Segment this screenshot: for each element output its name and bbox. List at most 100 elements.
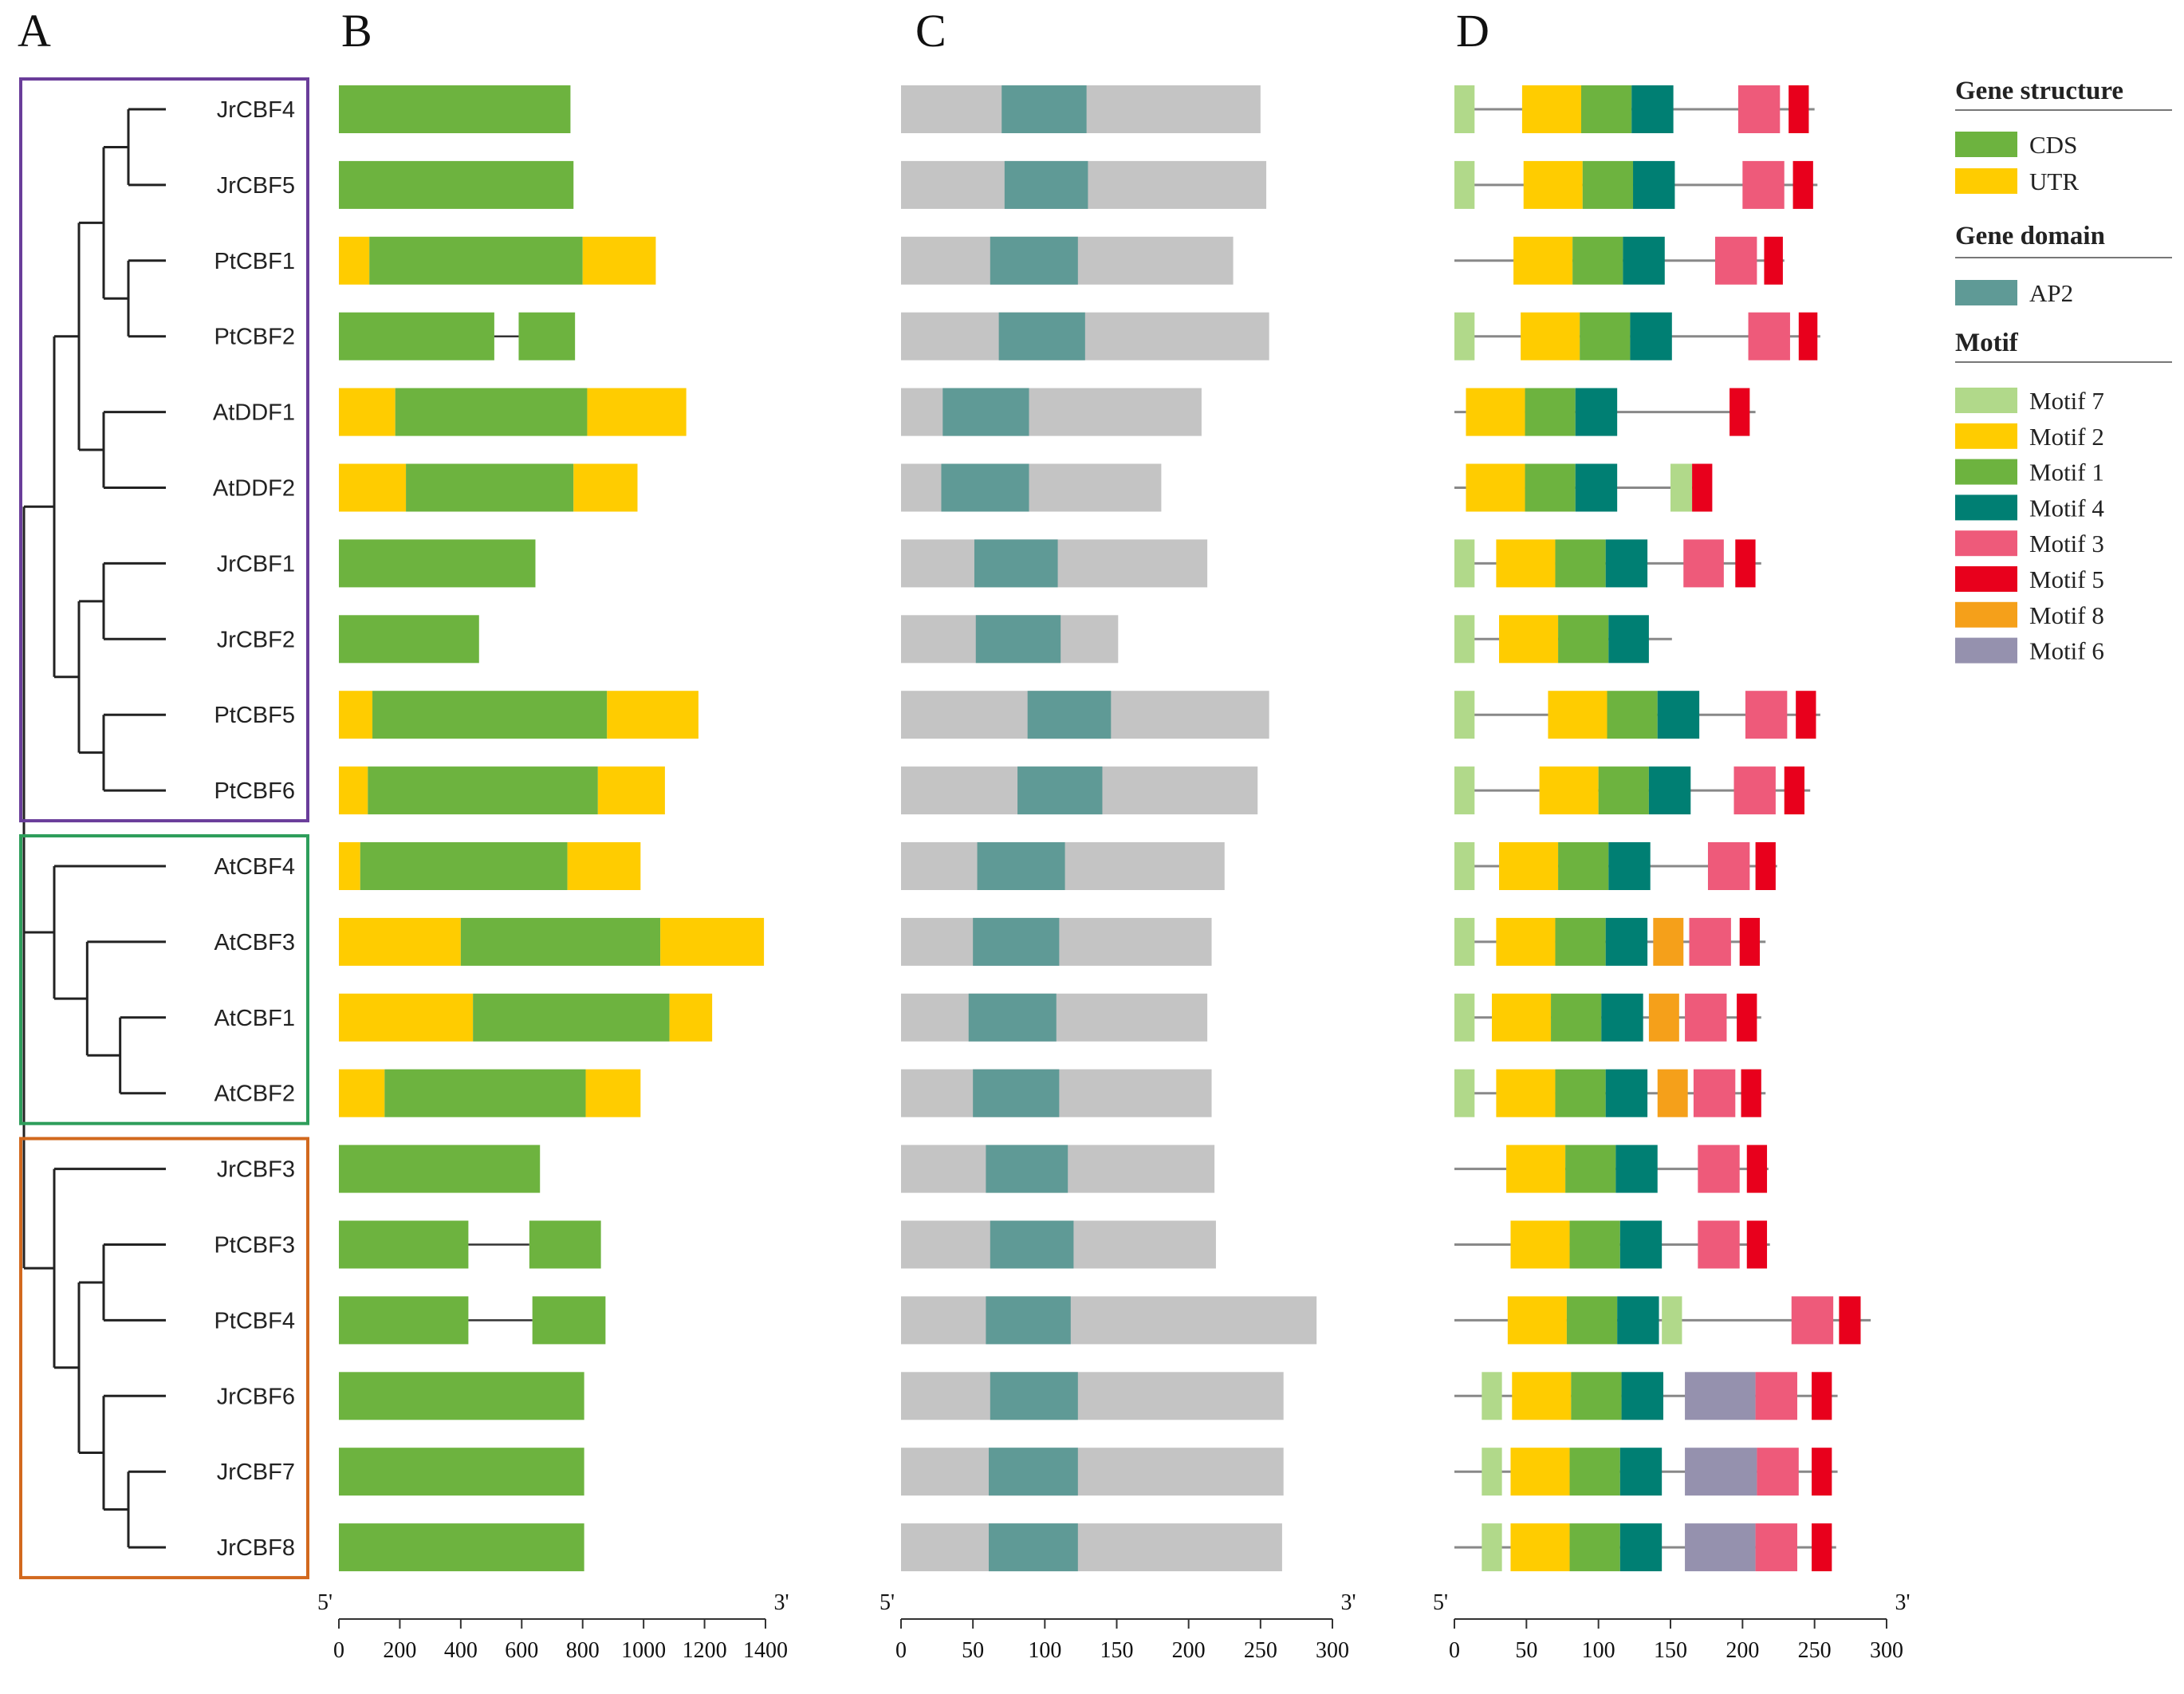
motif-block-motif-7 — [1482, 1523, 1502, 1572]
motif-block-motif-4 — [1633, 160, 1675, 209]
panel-letter-a: A — [18, 5, 51, 57]
motif-block-motif-7 — [1662, 1296, 1682, 1345]
ap2-domain — [986, 1144, 1068, 1193]
legend-swatch-motif-6 — [1955, 637, 2017, 664]
legend-label-motif-7: Motif 7 — [2029, 387, 2104, 415]
gene-label: PtCBF4 — [214, 1308, 295, 1334]
ap2-domain — [941, 463, 1029, 512]
legend-label-motif-5: Motif 5 — [2029, 565, 2104, 593]
axis-tick-label: 200 — [1726, 1638, 1759, 1663]
ap2-domain — [1004, 160, 1088, 209]
motif-block-motif-4 — [1605, 917, 1648, 966]
motif-block-motif-8 — [1657, 1069, 1688, 1117]
motif-block-motif-3 — [1791, 1296, 1834, 1345]
axis-tick-label: 300 — [1870, 1638, 1903, 1663]
cds-block — [339, 1296, 469, 1345]
motif-block-motif-7 — [1454, 917, 1475, 966]
legend-gene-structure-title: Gene structure — [1955, 77, 2123, 105]
clade-box-group1 — [19, 77, 309, 823]
axis-tick-label: 300 — [1316, 1638, 1349, 1663]
legend-gene-domain-items: AP2 — [1955, 279, 2073, 307]
gene-label: JrCBF2 — [217, 627, 295, 652]
legend-swatch-motif-1 — [1955, 459, 2017, 485]
ap2-domain — [977, 842, 1065, 890]
legend-swatch-motif-8 — [1955, 601, 2017, 628]
motif-block-motif-6 — [1685, 1523, 1756, 1572]
motif-block-motif-3 — [1757, 1448, 1799, 1496]
protein-bar — [901, 1372, 1284, 1420]
motif-block-motif-7 — [1454, 615, 1475, 664]
motif-block-motif-6 — [1685, 1448, 1757, 1496]
motif-block-motif-8 — [1648, 993, 1679, 1042]
motif-block-motif-2 — [1510, 1220, 1570, 1269]
axis-end-label: 3' — [1340, 1590, 1356, 1615]
legend-gene-structure-items: CDS UTR — [1955, 131, 2079, 195]
motif-block-motif-7 — [1454, 691, 1475, 739]
motif-block-motif-7 — [1454, 993, 1475, 1042]
motif-block-motif-5 — [1784, 766, 1805, 815]
motif-block-motif-2 — [1523, 160, 1583, 209]
cds-block — [369, 236, 583, 285]
ap2-domain — [990, 236, 1078, 285]
utr-block — [339, 236, 370, 285]
motif-block-motif-3 — [1733, 766, 1776, 815]
motif-panel — [1454, 85, 1871, 1572]
gene-label: AtCBF1 — [214, 1006, 295, 1031]
motif-block-motif-4 — [1605, 1069, 1648, 1117]
motif-block-motif-4 — [1630, 312, 1672, 360]
protein-bar — [901, 1296, 1317, 1345]
gene-label: AtDDF2 — [213, 476, 295, 502]
motif-block-motif-5 — [1746, 1220, 1768, 1269]
cds-block — [460, 917, 661, 966]
gene-label: PtCBF1 — [214, 249, 295, 274]
axis-tick-label: 1400 — [743, 1638, 788, 1663]
cds-block — [339, 85, 571, 133]
motif-block-motif-3 — [1685, 993, 1727, 1042]
motif-block-motif-2 — [1466, 463, 1525, 512]
motif-block-motif-4 — [1608, 615, 1649, 664]
motif-block-motif-5 — [1692, 463, 1713, 512]
utr-block — [339, 463, 407, 512]
cds-block — [339, 1372, 584, 1420]
motif-block-motif-2 — [1521, 85, 1581, 133]
protein-bar — [901, 1448, 1284, 1496]
cds-block — [339, 160, 574, 209]
cds-block — [518, 312, 576, 360]
legend-label-motif-3: Motif 3 — [2029, 530, 2104, 557]
motif-block-motif-3 — [1693, 1069, 1736, 1117]
motif-block-motif-7 — [1454, 85, 1475, 133]
motif-block-motif-3 — [1707, 842, 1750, 890]
motif-block-motif-4 — [1631, 85, 1674, 133]
motif-block-motif-4 — [1605, 539, 1648, 588]
ap2-domain — [973, 917, 1060, 966]
motif-block-motif-4 — [1648, 766, 1691, 815]
cds-block — [372, 691, 608, 739]
motif-block-motif-1 — [1580, 85, 1632, 133]
motif-block-motif-7 — [1454, 766, 1475, 815]
motif-block-motif-3 — [1689, 917, 1731, 966]
utr-block — [607, 691, 698, 739]
ap2-domain — [975, 615, 1061, 664]
gene-labels: JrCBF4 JrCBF5 PtCBF1 PtCBF2 AtDDF1 AtDDF2 JrCB… — [213, 97, 295, 1561]
legend-swatch-motif-5 — [1955, 566, 2017, 592]
motif-block-motif-3 — [1755, 1372, 1797, 1420]
motif-block-motif-3 — [1698, 1220, 1740, 1269]
cds-block — [339, 1523, 584, 1572]
axis-start-label: 5' — [317, 1590, 333, 1615]
motif-block-motif-4 — [1623, 236, 1665, 285]
motif-block-motif-1 — [1569, 1523, 1620, 1572]
motif-block-motif-2 — [1496, 1069, 1556, 1117]
panel-letter-c: C — [915, 5, 946, 57]
gene-label: PtCBF2 — [214, 325, 295, 350]
legend-label-motif-4: Motif 4 — [2029, 494, 2104, 522]
gene-label: AtCBF2 — [214, 1081, 295, 1107]
motif-block-motif-5 — [1792, 160, 1813, 209]
axis-start-label: 5' — [880, 1590, 895, 1615]
motif-block-motif-5 — [1755, 842, 1776, 890]
motif-block-motif-5 — [1739, 917, 1761, 966]
ap2-domain — [990, 1372, 1078, 1420]
ap2-domain — [1017, 766, 1103, 815]
gene-label: AtCBF4 — [214, 854, 295, 880]
motif-block-motif-4 — [1608, 842, 1651, 890]
